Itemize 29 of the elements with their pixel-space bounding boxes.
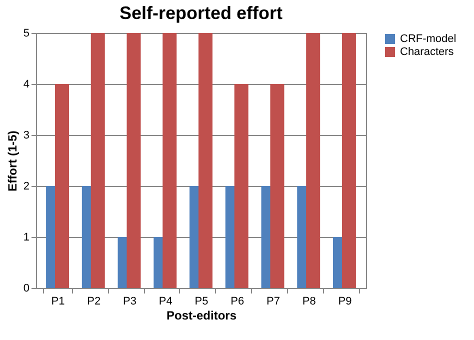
- x-tick-label: P5: [194, 296, 208, 308]
- y-tick-label: 3: [23, 130, 30, 142]
- x-tick-label: P6: [230, 296, 244, 308]
- bar: [198, 33, 212, 288]
- legend-label: CRF-model: [400, 33, 456, 45]
- bar: [55, 84, 70, 288]
- x-tick-label: P9: [338, 296, 352, 308]
- y-axis-title: Effort (1-5): [5, 130, 20, 192]
- x-tick-label: P8: [302, 296, 316, 308]
- bar: [162, 33, 177, 288]
- x-tick-label: P4: [158, 296, 172, 308]
- x-axis-title: Post-editors: [166, 308, 237, 322]
- legend-label: Characters: [400, 46, 454, 58]
- x-tick-label: P2: [87, 296, 101, 308]
- chart-title: Self-reported effort: [119, 3, 283, 23]
- bar: [90, 33, 105, 288]
- bar: [126, 33, 141, 288]
- bar: [342, 33, 356, 288]
- y-tick-label: 5: [23, 28, 30, 40]
- y-tick-label: 2: [23, 180, 30, 192]
- bar: [306, 33, 320, 288]
- x-tick-label: P7: [266, 296, 280, 308]
- bar: [234, 84, 248, 288]
- x-tick-label: P1: [51, 296, 65, 308]
- y-tick-label: 1: [23, 232, 30, 244]
- y-tick-label: 4: [23, 78, 30, 90]
- x-tick-label: P3: [123, 296, 136, 308]
- y-tick-label: 0: [23, 282, 30, 294]
- bar: [270, 84, 284, 288]
